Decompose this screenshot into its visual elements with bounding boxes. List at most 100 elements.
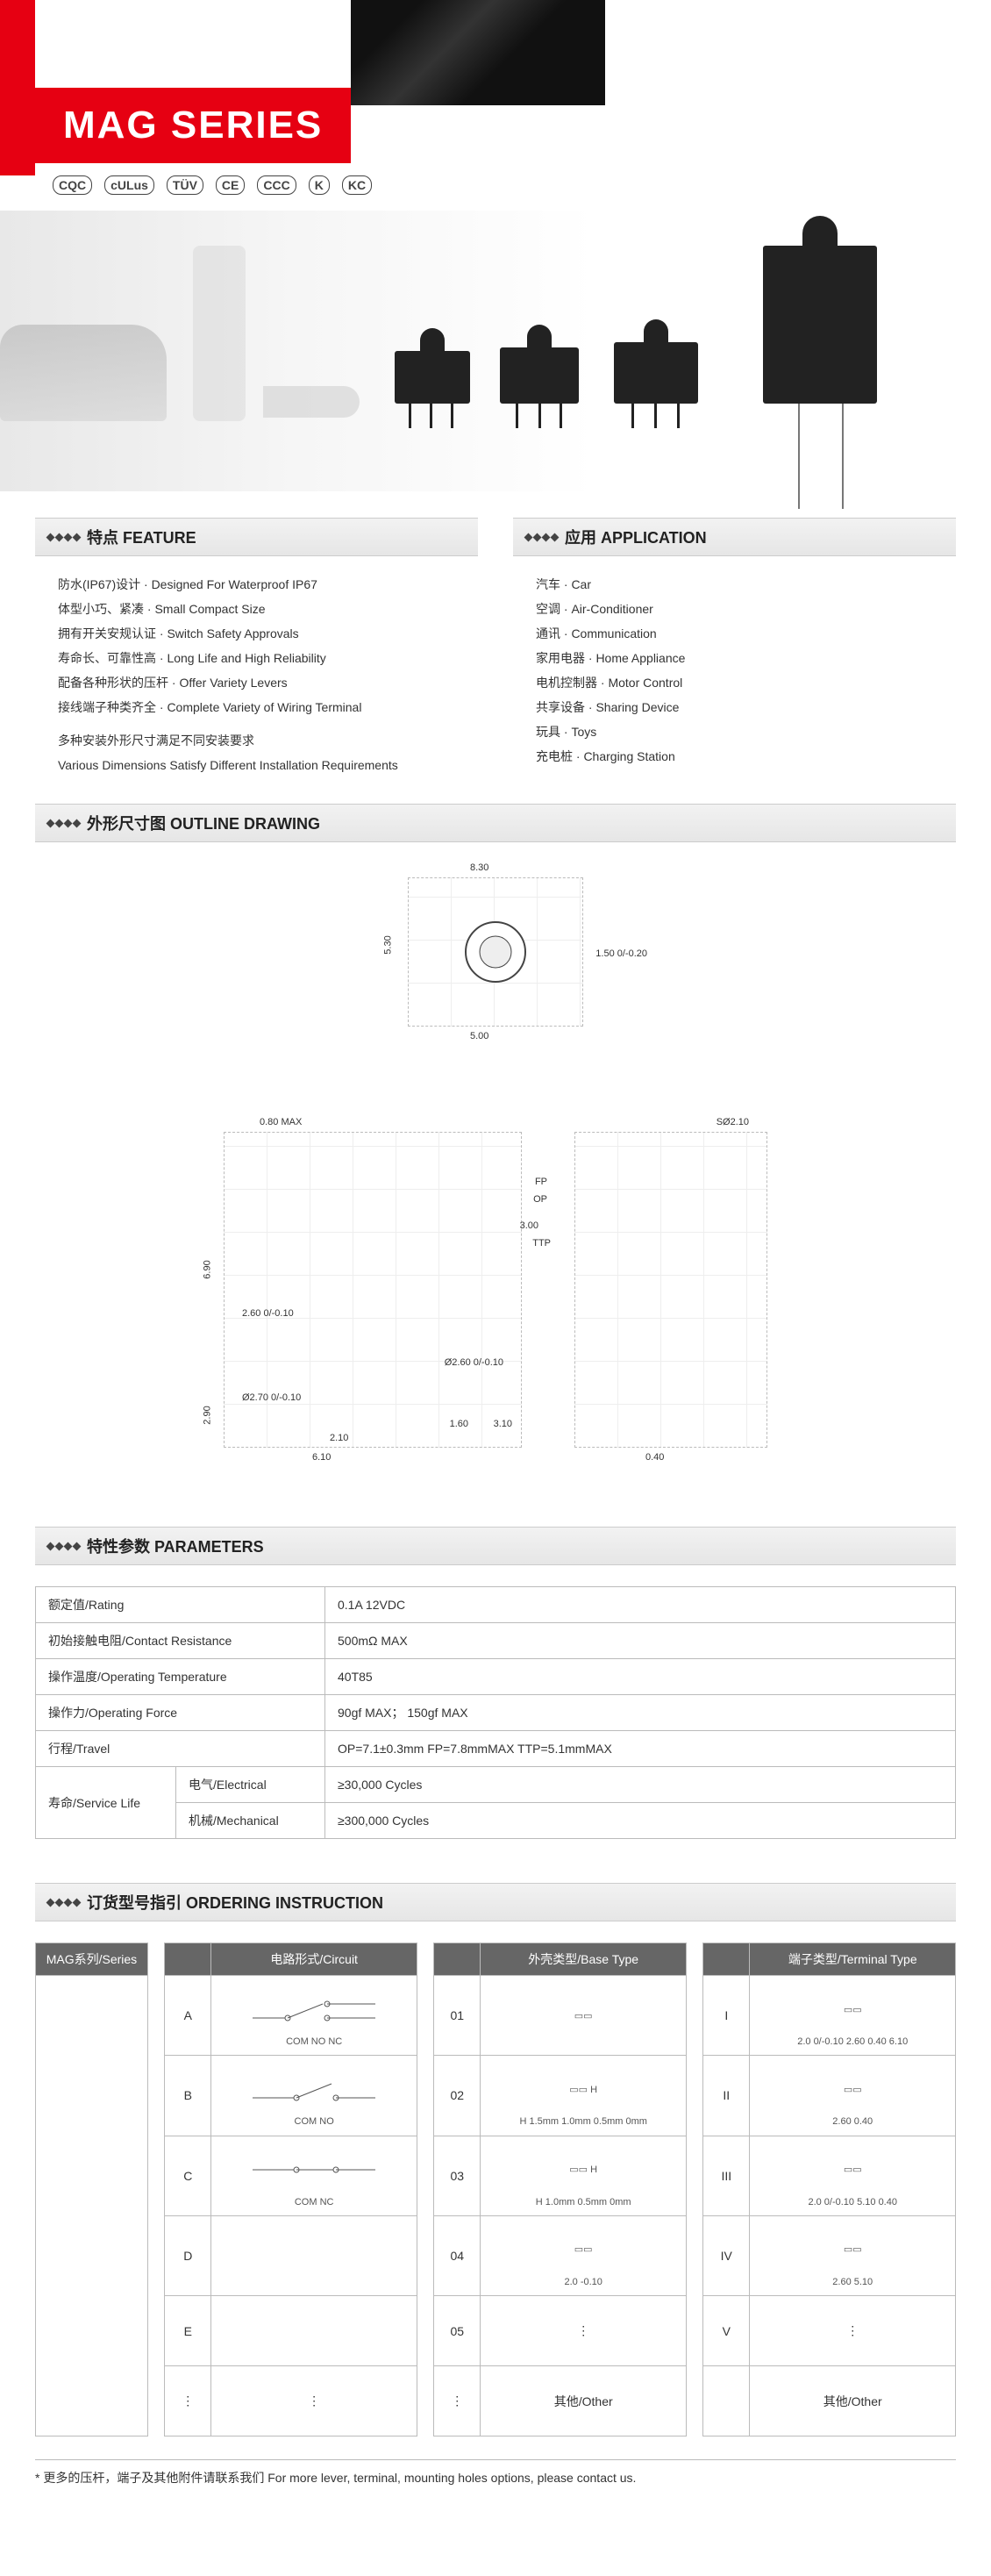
code-cell: A	[165, 1976, 211, 2056]
feature-list: 防水(IP67)设计 · Designed For Waterproof IP6…	[35, 556, 478, 777]
code-cell: 04	[434, 2215, 481, 2295]
cert-badges: CQC cULus TÜV CE CCC K KC	[53, 175, 372, 195]
charging-pillar	[193, 246, 246, 421]
table-row: B COM NO 02 ▭▭ HH 1.5mm 1.0mm 0.5mm 0mm …	[36, 2056, 956, 2136]
series-cell	[36, 1976, 148, 2436]
terminal-note: 2.60 5.10	[755, 2276, 950, 2288]
circuit-photo	[351, 0, 605, 105]
table-row: A COM NO NC 01 ▭▭ I ▭▭2.0 0/-0.10 2.60 0…	[36, 1976, 956, 2056]
param-subkey: 电气/Electrical	[176, 1767, 325, 1803]
table-row: 寿命/Service Life 电气/Electrical ≥30,000 Cy…	[36, 1767, 956, 1803]
dim-label: 1.60	[450, 1419, 468, 1429]
code-cell: I	[703, 1976, 750, 2056]
section-head-application: 应用 APPLICATION	[513, 518, 956, 556]
code-cell: 01	[434, 1976, 481, 2056]
code-cell: V	[703, 2296, 750, 2366]
outline-drawing-area: 8.30 5.30 5.00 1.50 0/-0.20 0.80 MAX 6.9…	[0, 842, 991, 1500]
outline-side-view: SØ2.10 0.40	[574, 1132, 767, 1448]
application-item: 空调 · Air-Conditioner	[536, 597, 951, 621]
code-cell: 02	[434, 2056, 481, 2136]
application-head-label: 应用 APPLICATION	[565, 526, 707, 548]
param-subkey: 机械/Mechanical	[176, 1803, 325, 1839]
cert-badge: CCC	[257, 175, 296, 195]
param-val: 500mΩ MAX	[325, 1623, 956, 1659]
col-header: 电路形式/Circuit	[211, 1943, 417, 1976]
feature-item: 配备各种形状的压杆 · Offer Variety Levers	[58, 670, 473, 695]
param-val: 0.1A 12VDC	[325, 1587, 956, 1623]
cert-badge: CQC	[53, 175, 92, 195]
code-cell: 03	[434, 2136, 481, 2215]
terminal-sketch: ▭▭	[755, 2063, 950, 2115]
terminal-note: 2.0 0/-0.10 2.60 0.40 6.10	[755, 2036, 950, 2048]
code-cell: II	[703, 2056, 750, 2136]
cert-badge: CE	[216, 175, 245, 195]
table-header-row: MAG系列/Series 电路形式/Circuit 外壳类型/Base Type…	[36, 1943, 956, 1976]
col-header: 外壳类型/Base Type	[481, 1943, 687, 1976]
dim-label: Ø2.70 0/-0.10	[242, 1392, 301, 1403]
param-val: 90gf MAX； 150gf MAX	[325, 1695, 956, 1731]
dim-label: 0.40	[645, 1452, 664, 1463]
table-row: E 05 ⋮ V ⋮	[36, 2296, 956, 2366]
table-row: 操作温度/Operating Temperature40T85	[36, 1659, 956, 1695]
base-note: H 1.5mm 1.0mm 0.5mm 0mm	[486, 2115, 681, 2128]
table-row: 行程/TravelOP=7.1±0.3mm FP=7.8mmMAX TTP=5.…	[36, 1731, 956, 1767]
param-key: 寿命/Service Life	[36, 1767, 176, 1839]
param-head-label: 特性参数 PARAMETERS	[87, 1535, 264, 1557]
terminal-sketch: ▭▭	[755, 2143, 950, 2196]
ordering-table: MAG系列/Series 电路形式/Circuit 外壳类型/Base Type…	[35, 1943, 956, 2436]
application-item: 充电桩 · Charging Station	[536, 744, 951, 769]
section-head-outline: 外形尺寸图 OUTLINE DRAWING	[35, 804, 956, 842]
param-val: ≥30,000 Cycles	[325, 1767, 956, 1803]
feature-item: 体型小巧、紧凑 · Small Compact Size	[58, 597, 473, 621]
dim-label: 6.90	[203, 1260, 213, 1278]
outline-head-label: 外形尺寸图 OUTLINE DRAWING	[87, 812, 320, 834]
dim-label: FP	[535, 1177, 547, 1187]
code-cell: IV	[703, 2215, 750, 2295]
switch-photo	[500, 347, 579, 404]
param-val: 40T85	[325, 1659, 956, 1695]
dim-label: OP	[533, 1194, 547, 1205]
terminal-sketch: ▭▭	[755, 2223, 950, 2276]
code-cell: III	[703, 2136, 750, 2215]
table-row: 初始接触电阻/Contact Resistance500mΩ MAX	[36, 1623, 956, 1659]
order-head-label: 订货型号指引 ORDERING INSTRUCTION	[87, 1891, 383, 1914]
dim-label: 0.80 MAX	[260, 1117, 302, 1127]
dim-label: 2.60 0/-0.10	[242, 1308, 294, 1319]
code-cell: 05	[434, 2296, 481, 2366]
switch-photo-large	[763, 246, 877, 404]
dim-label: 5.30	[383, 935, 394, 954]
footnote: * 更多的压杆，端子及其他附件请联系我们 For more lever, ter…	[35, 2459, 956, 2487]
dim-label: 2.10	[330, 1433, 348, 1443]
plug-silhouette	[263, 386, 360, 418]
car-silhouette	[0, 325, 167, 421]
base-sketch: ▭▭	[486, 1989, 681, 2042]
section-head-feature: 特点 FEATURE	[35, 518, 478, 556]
code-cell	[703, 2366, 750, 2436]
param-key: 额定值/Rating	[36, 1587, 325, 1623]
header: MAG SERIES CQC cULus TÜV CE CCC K KC	[0, 0, 991, 158]
feature-item: 寿命长、可靠性高 · Long Life and High Reliabilit…	[58, 646, 473, 670]
application-item: 共享设备 · Sharing Device	[536, 695, 951, 719]
feature-item: Various Dimensions Satisfy Different Ins…	[58, 753, 473, 777]
dim-label: Ø2.60 0/-0.10	[445, 1357, 503, 1368]
application-item: 通讯 · Communication	[536, 621, 951, 646]
terminal-note: ⋮	[750, 2296, 956, 2366]
application-item: 家用电器 · Home Appliance	[536, 646, 951, 670]
dim-label: 5.00	[470, 1031, 488, 1041]
dim-label: 1.50 0/-0.20	[595, 948, 647, 959]
switch-photo	[614, 342, 698, 404]
application-column: 应用 APPLICATION 汽车 · Car 空调 · Air-Conditi…	[513, 518, 956, 777]
section-head-ordering: 订货型号指引 ORDERING INSTRUCTION	[35, 1883, 956, 1921]
code-cell: E	[165, 2296, 211, 2366]
feature-column: 特点 FEATURE 防水(IP67)设计 · Designed For Wat…	[35, 518, 478, 777]
col-header: 端子类型/Terminal Type	[750, 1943, 956, 1976]
feature-item: 接线端子种类齐全 · Complete Variety of Wiring Te…	[58, 695, 473, 719]
dim-label: 2.90	[203, 1406, 213, 1424]
base-note: ⋮	[481, 2296, 687, 2366]
dim-label: 3.10	[494, 1419, 512, 1429]
circuit-sketch	[217, 2063, 411, 2115]
feature-item: 多种安装外形尺寸满足不同安装要求	[58, 728, 473, 753]
param-key: 初始接触电阻/Contact Resistance	[36, 1623, 325, 1659]
circuit-sketch	[217, 1983, 411, 2036]
table-row: ⋮ ⋮ ⋮ 其他/Other 其他/Other	[36, 2366, 956, 2436]
